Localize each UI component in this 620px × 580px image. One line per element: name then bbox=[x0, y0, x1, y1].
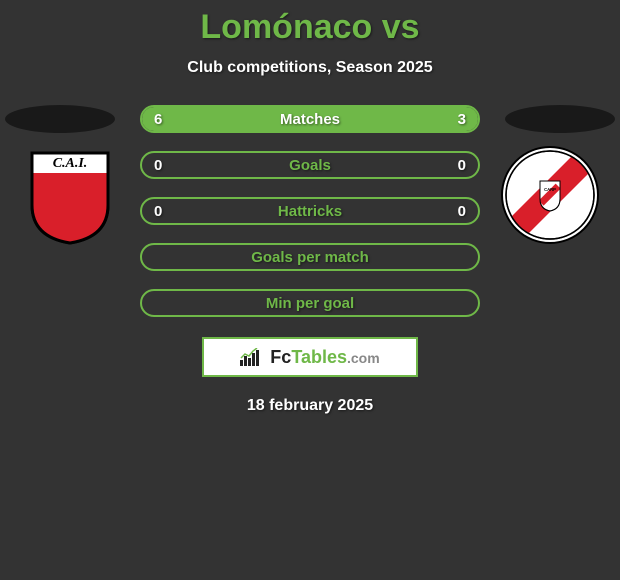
brand-com: .com bbox=[347, 350, 380, 366]
stat-rows: 63Matches 00Goals 00Hattricks Goals per mat… bbox=[140, 105, 480, 317]
bar-chart-icon bbox=[240, 348, 262, 366]
brand-tables: Tables bbox=[291, 347, 347, 368]
stat-label: Goals bbox=[142, 157, 478, 174]
stat-row: Goals per match bbox=[140, 243, 480, 271]
stat-row: 00Goals bbox=[140, 151, 480, 179]
player-shadow-left bbox=[5, 105, 115, 133]
comparison-card: Lomónaco vs Club competitions, Season 20… bbox=[0, 0, 620, 415]
cai-shield-icon: C.A.I. bbox=[20, 145, 120, 245]
river-plate-icon: CARP bbox=[500, 145, 600, 245]
brand-text: FcTables.com bbox=[270, 347, 379, 368]
date-text: 18 february 2025 bbox=[0, 397, 620, 415]
stat-label: Hattricks bbox=[142, 203, 478, 220]
stat-row: 63Matches bbox=[140, 105, 480, 133]
club-logo-left: C.A.I. bbox=[20, 145, 120, 245]
main-area: C.A.I. CARP bbox=[0, 105, 620, 415]
svg-text:C.A.I.: C.A.I. bbox=[53, 156, 88, 171]
subtitle: Club competitions, Season 2025 bbox=[0, 59, 620, 77]
player-shadow-right bbox=[505, 105, 615, 133]
stat-label: Goals per match bbox=[142, 249, 478, 266]
stat-label: Matches bbox=[142, 111, 478, 128]
fctables-logo-box: FcTables.com bbox=[202, 337, 418, 377]
stat-row: 00Hattricks bbox=[140, 197, 480, 225]
page-title: Lomónaco vs bbox=[0, 8, 620, 47]
club-logo-right: CARP bbox=[500, 145, 600, 245]
svg-text:CARP: CARP bbox=[544, 187, 556, 192]
brand-fc: Fc bbox=[270, 347, 291, 368]
stat-label: Min per goal bbox=[142, 295, 478, 312]
stat-row: Min per goal bbox=[140, 289, 480, 317]
